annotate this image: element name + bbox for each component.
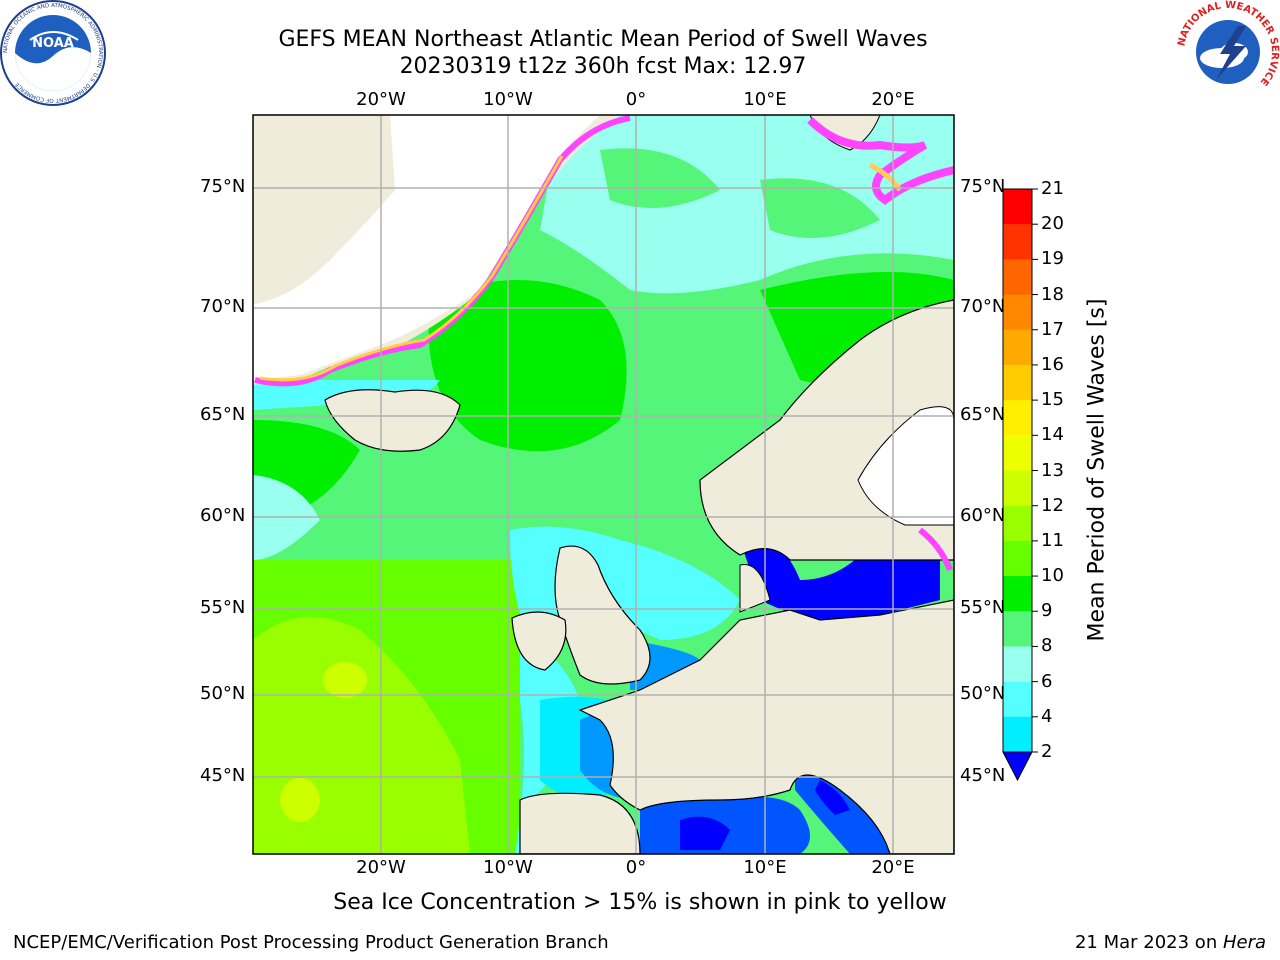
colorbar-tick-label: 13: [1041, 459, 1064, 481]
greenland-coast: [253, 115, 395, 305]
colorbar-tick-label: 17: [1041, 318, 1064, 340]
colorbar-segment-14: [1003, 681, 1032, 718]
lon-label-top-20w: 20°W: [356, 89, 406, 110]
map-frame: [252, 114, 955, 855]
lat-label-left-70n: 70°N: [200, 296, 246, 317]
mediterranean-west: [640, 796, 810, 854]
colorbar: [1002, 188, 1038, 782]
lat-label-right-45n: 45°N: [960, 765, 1006, 786]
colorbar-segment-3: [1003, 294, 1032, 331]
continental-europe: [578, 599, 954, 854]
nws-logo: NATIONAL WEATHER SERVICE: [1176, 0, 1280, 104]
colorbar-segment-11: [1003, 576, 1032, 612]
sea-ice-baltic: [918, 527, 953, 572]
colorbar-tick-label: 10: [1041, 565, 1064, 587]
lat-label-left-60n: 60°N: [200, 505, 246, 526]
colorbar-segment-15: [1003, 716, 1032, 753]
lat-label-right-70n: 70°N: [960, 296, 1006, 317]
mediterranean-deep: [680, 816, 730, 850]
colorbar-segment-9: [1003, 505, 1032, 542]
period-peak-1: [323, 662, 367, 698]
colorbar-segment-10: [1003, 540, 1032, 577]
colorbar-segment-5: [1003, 364, 1032, 401]
colorbar-segment-12: [1003, 611, 1032, 647]
denmark: [739, 563, 771, 613]
colorbar-extend-triangle: [1002, 751, 1033, 782]
lat-label-right-75n: 75°N: [960, 176, 1006, 197]
colorbar-segment-4: [1003, 329, 1032, 366]
colorbar-tick-label: 15: [1041, 389, 1064, 411]
colorbar-segment-7: [1003, 435, 1032, 471]
colorbar-tick-label: 4: [1041, 705, 1053, 727]
colorbar-segment-8: [1003, 470, 1032, 507]
lat-label-left-55n: 55°N: [200, 597, 246, 618]
noaa-logo: NOAA NATIONAL OCEANIC AND ATMOSPHERIC AD…: [0, 0, 106, 106]
iceland: [324, 389, 461, 452]
lon-label-bottom-10e: 10°E: [743, 857, 787, 878]
colorbar-tick-label: 12: [1041, 494, 1064, 516]
iberia: [519, 792, 641, 854]
lat-label-right-60n: 60°N: [960, 505, 1006, 526]
lon-label-bottom-0: 0°: [625, 857, 647, 878]
footer-host: Hera: [1222, 932, 1266, 953]
colorbar-segment-0: [1003, 189, 1032, 225]
graticule: [253, 115, 954, 854]
period-patch-north-1: [600, 148, 720, 208]
colorbar-tick-label: 19: [1041, 248, 1064, 270]
lat-label-left-75n: 75°N: [200, 176, 246, 197]
lat-label-left-45n: 45°N: [200, 765, 246, 786]
footer-date: 21 Mar 2023 on Hera: [1075, 932, 1266, 953]
sea-ice-edge-yellow: [259, 155, 564, 382]
period-patch-north-2: [760, 178, 880, 238]
footer-credit: NCEP/EMC/Verification Post Processing Pr…: [13, 932, 609, 953]
colorbar-segment-13: [1003, 646, 1032, 683]
colorbar-label: Mean Period of Swell Waves [s]: [1084, 298, 1110, 642]
colorbar-tick-label: 14: [1041, 424, 1064, 446]
colorbar-tick-label: 8: [1041, 635, 1053, 657]
lat-label-left-65n: 65°N: [200, 404, 246, 425]
map-area: [253, 115, 954, 854]
adriatic-deep: [815, 780, 850, 815]
lat-label-right-50n: 50°N: [960, 683, 1006, 704]
footer-date-text: 21 Mar 2023 on: [1074, 932, 1223, 953]
lon-label-top-20e: 20°E: [871, 89, 915, 110]
colorbar-tick-label: 6: [1041, 670, 1053, 692]
colorbar-segment-2: [1003, 259, 1032, 296]
sea-ice-caption: Sea Ice Concentration > 15% is shown in …: [333, 890, 947, 915]
colorbar-tick-label: 18: [1041, 283, 1064, 305]
colorbar-tick-label: 20: [1041, 213, 1064, 235]
colorbar-tick-label: 16: [1041, 353, 1064, 375]
lon-label-bottom-10w: 10°W: [483, 857, 533, 878]
colorbar-tick-label: 21: [1041, 178, 1064, 199]
noaa-logo-text: NOAA: [32, 36, 74, 51]
ireland: [511, 611, 567, 671]
lat-label-right-55n: 55°N: [960, 597, 1006, 618]
map-subtitle: 20230319 t12z 360h fcst Max: 12.97: [399, 54, 807, 79]
colorbar-tick-label: 11: [1041, 529, 1064, 551]
lon-label-top-10e: 10°E: [743, 89, 787, 110]
lat-label-left-50n: 50°N: [200, 683, 246, 704]
lon-label-top-10w: 10°W: [483, 89, 533, 110]
lon-label-bottom-20w: 20°W: [356, 857, 406, 878]
lon-label-top-0: 0°: [625, 89, 647, 110]
lon-label-bottom-20e: 20°E: [871, 857, 915, 878]
period-zone-central: [428, 280, 627, 452]
colorbar-segment-1: [1003, 224, 1032, 260]
colorbar-tick-label: 9: [1041, 600, 1053, 622]
gulf-of-bothnia-ice: [857, 406, 954, 526]
map-title: GEFS MEAN Northeast Atlantic Mean Period…: [278, 27, 928, 52]
lat-label-right-65n: 65°N: [960, 404, 1006, 425]
colorbar-segment-6: [1003, 400, 1032, 436]
colorbar-tick-label: 2: [1041, 741, 1053, 762]
period-peak-2: [280, 778, 320, 822]
